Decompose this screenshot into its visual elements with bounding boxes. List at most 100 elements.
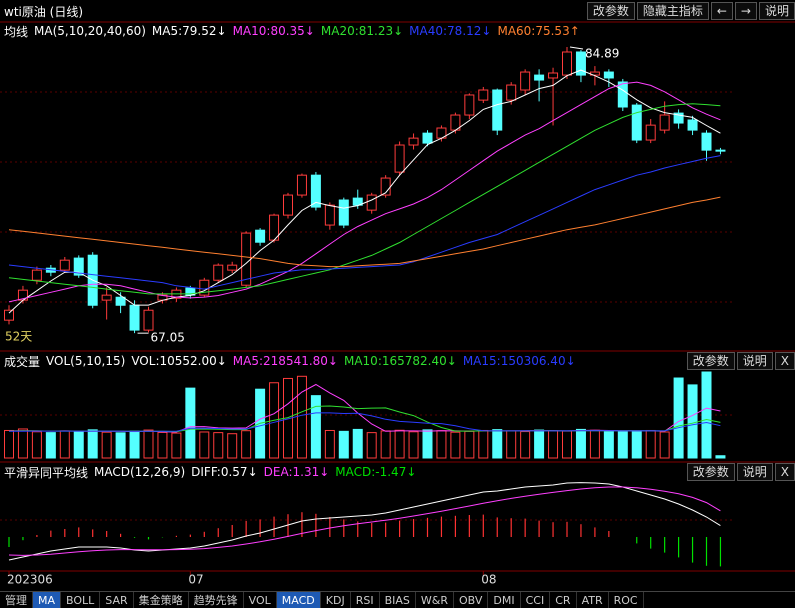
volume-bar: [45, 432, 56, 459]
legend-params: MACD(12,26,9): [94, 465, 186, 479]
button[interactable]: 说明: [736, 352, 773, 370]
volume-bar: [310, 395, 321, 459]
tab[interactable]: W&R: [416, 592, 454, 608]
candle-body: [631, 104, 642, 141]
window-title: wti原油 (日线): [4, 4, 84, 19]
candle-body: [115, 296, 126, 306]
candle-body: [575, 51, 586, 76]
chart: 84.89 67.05 52天 202306 07 08: [0, 21, 795, 587]
volume-bar: [87, 429, 98, 459]
button[interactable]: X: [774, 463, 795, 481]
volume-bar: [157, 431, 168, 459]
candle-body: [422, 132, 433, 144]
volume-bar: [129, 430, 140, 459]
candle-body: [478, 89, 489, 101]
button[interactable]: 改参数: [586, 2, 635, 20]
x-tick-label: 07: [188, 573, 203, 587]
candle-body: [31, 269, 42, 281]
volume-bar: [645, 429, 656, 459]
legend-entry: MA5:79.52↓: [151, 24, 227, 38]
candle-body: [492, 89, 503, 131]
tab[interactable]: ROC: [609, 592, 644, 608]
tab[interactable]: CCI: [521, 592, 551, 608]
legend-title: 平滑异同平均线: [4, 465, 89, 480]
tab[interactable]: MACD: [276, 592, 321, 608]
candle-body: [617, 81, 628, 108]
candle-body: [4, 309, 14, 321]
low-label: 67.05: [151, 331, 185, 345]
legend-entry: MA40:78.12↓: [409, 24, 492, 38]
volume-bar: [324, 429, 335, 459]
tab[interactable]: 管理: [0, 592, 33, 608]
tab[interactable]: OBV: [454, 592, 489, 608]
tab[interactable]: KDJ: [321, 592, 351, 608]
volume-bar: [506, 430, 517, 459]
tab[interactable]: SAR: [100, 592, 134, 608]
tab[interactable]: RSI: [351, 592, 380, 608]
candle-body: [548, 72, 559, 79]
candle-body: [394, 144, 405, 173]
tab[interactable]: MA: [33, 592, 62, 608]
candle-body: [338, 199, 349, 226]
volume-bar: [296, 375, 307, 459]
volume-bar: [338, 430, 349, 459]
tab[interactable]: BIAS: [380, 592, 416, 608]
legend-entry: VOL:10552.00↓: [131, 354, 227, 368]
button[interactable]: →: [734, 2, 757, 20]
volume-bar: [366, 432, 377, 459]
header: wti原油 (日线): [4, 2, 83, 20]
candle-body: [687, 119, 698, 131]
tab[interactable]: CR: [550, 592, 577, 608]
volume-bar: [673, 377, 684, 459]
x-tick-label: 08: [481, 573, 496, 587]
candle-body: [562, 51, 572, 76]
macd-line: [8, 486, 721, 556]
indicator-tabs: 管理 MA BOLL SAR 集金策略 趋势先锋 VOL MACD KDJ RSI BIAS W&R O…: [0, 591, 795, 608]
candle-body: [143, 309, 154, 331]
button[interactable]: X: [774, 352, 795, 370]
candle-body: [241, 232, 252, 286]
candle-body: [659, 114, 670, 131]
tab[interactable]: ATR: [577, 592, 609, 608]
candle-body: [534, 74, 545, 81]
candle-body: [213, 264, 224, 281]
button[interactable]: 说明: [758, 2, 795, 20]
high-label: 84.89: [585, 47, 619, 61]
button[interactable]: 改参数: [686, 463, 735, 481]
volume-bar: [4, 429, 14, 459]
legend-params: MA(5,10,20,40,60): [34, 24, 146, 38]
volume-bar: [715, 455, 726, 459]
tab[interactable]: BOLL: [61, 592, 101, 608]
button[interactable]: 隐藏主指标: [636, 2, 709, 20]
volume-ma-line: [9, 412, 721, 432]
tab[interactable]: 集金策略: [134, 592, 189, 608]
volume-bar: [562, 430, 572, 459]
volume-bar: [17, 428, 28, 459]
annotation-line: [569, 46, 584, 50]
tab[interactable]: DMI: [488, 592, 521, 608]
tab[interactable]: VOL: [244, 592, 277, 608]
legend-entry: DEA:1.31↓: [263, 465, 330, 479]
legend-params: VOL(5,10,15): [46, 354, 126, 368]
volume-bar: [548, 430, 559, 459]
panel-buttons: 改参数 说明 X: [686, 463, 795, 481]
button[interactable]: 说明: [736, 463, 773, 481]
tab[interactable]: 趋势先锋: [189, 592, 244, 608]
button[interactable]: 改参数: [686, 352, 735, 370]
candle-body: [255, 229, 266, 243]
volume-bar: [380, 430, 391, 459]
volume-bar: [478, 429, 489, 459]
volume-bar: [631, 430, 642, 459]
volume-bar: [422, 429, 433, 459]
candle-body: [296, 174, 307, 196]
volume-bar: [59, 430, 70, 459]
legend-entry: MA60:75.53↑: [497, 24, 580, 38]
candle-body: [506, 84, 517, 101]
legend-entry: DIFF:0.57↓: [191, 465, 258, 479]
volume-bar: [31, 431, 42, 459]
volume-bar: [436, 430, 447, 459]
button[interactable]: ←: [710, 2, 733, 20]
volume-bar: [352, 428, 363, 459]
candle-body: [59, 259, 70, 271]
